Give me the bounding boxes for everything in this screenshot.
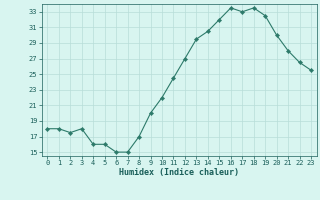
X-axis label: Humidex (Indice chaleur): Humidex (Indice chaleur): [119, 168, 239, 177]
